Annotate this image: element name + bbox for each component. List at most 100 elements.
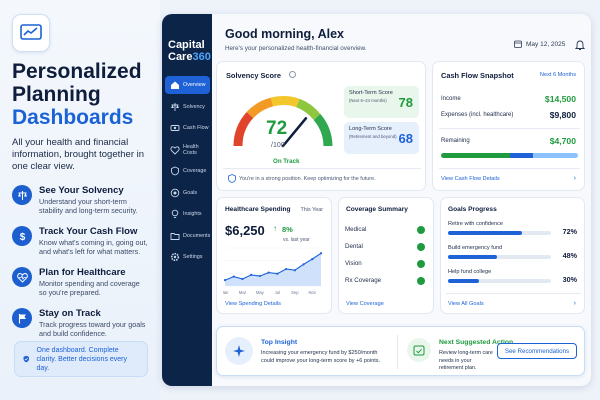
sidebar-item-solvency[interactable]: Solvency bbox=[165, 98, 210, 116]
trend-up-icon: ↑ bbox=[273, 224, 277, 233]
folder-icon bbox=[170, 231, 180, 241]
data-point bbox=[232, 275, 235, 278]
solvency-score-value: 72 bbox=[266, 118, 288, 139]
sidebar-item-goals[interactable]: Goals bbox=[165, 184, 210, 202]
lightbulb-icon bbox=[170, 209, 180, 219]
view-coverage-link[interactable]: View Coverage bbox=[346, 301, 384, 307]
insight-text: Increasing your emergency fund by $250/m… bbox=[261, 350, 381, 364]
solvency-status: On Track bbox=[273, 158, 300, 165]
goal-label: Build emergency fund bbox=[448, 245, 503, 251]
check-icon bbox=[417, 242, 425, 254]
sidebar-item-cash-flow[interactable]: Cash Flow bbox=[165, 119, 210, 137]
income-value: $14,500 bbox=[544, 94, 576, 104]
check-icon bbox=[417, 225, 425, 237]
goal-percent: 30% bbox=[562, 275, 577, 284]
healthcare-title: Healthcare Spending bbox=[225, 206, 291, 213]
area-fill bbox=[225, 253, 321, 286]
sidebar: Capital Care360 Overview Solvency Cash Flo… bbox=[162, 14, 212, 386]
goal-progress-bar bbox=[448, 279, 551, 283]
scale-icon bbox=[170, 102, 180, 112]
feature-item: See Your Solvency Understand your short-t… bbox=[12, 185, 148, 215]
calendar-icon bbox=[514, 40, 522, 48]
cashflow-details-link[interactable]: View Cash Flow Details bbox=[441, 176, 500, 182]
sidebar-item-insights[interactable]: Insights bbox=[165, 205, 210, 223]
sidebar-item-settings[interactable]: Settings bbox=[165, 248, 210, 266]
chevron-right-icon[interactable]: › bbox=[573, 300, 576, 307]
shield-check-icon bbox=[23, 355, 29, 363]
series-line bbox=[224, 252, 322, 281]
solvency-card: Solvency Score 72 /100 On Track Short-Te… bbox=[216, 61, 426, 191]
spending-details-link[interactable]: View Spending Details bbox=[225, 301, 281, 307]
sidebar-item-label: Coverage bbox=[183, 168, 207, 174]
main-content: Good morning, Alex Here's your personali… bbox=[212, 14, 591, 386]
goal-progress-bar bbox=[448, 255, 551, 259]
data-point bbox=[302, 263, 305, 266]
hero-note: One dashboard. Complete clarity. Better … bbox=[14, 341, 148, 377]
short-term-score-box: Short-Term Score (Next 6–24 months) 78 bbox=[344, 86, 419, 118]
goals-card: Goals Progress Retire with confidence 72%… bbox=[440, 197, 585, 314]
data-point bbox=[293, 269, 296, 272]
coverage-item: Rx Coverage bbox=[345, 277, 382, 284]
cashflow-bar bbox=[441, 153, 578, 158]
sidebar-item-documents[interactable]: Documents bbox=[165, 227, 210, 245]
chart-logo-icon bbox=[12, 14, 50, 52]
feature-item: Stay on Track Track progress toward your … bbox=[12, 308, 148, 338]
solvency-score-denominator: /100 bbox=[271, 142, 285, 149]
long-term-score-box: Long-Term Score (Retirement and beyond) … bbox=[344, 122, 419, 154]
hero-title: Personalized Planning Dashboards bbox=[12, 60, 142, 129]
feature-item: $ Track Your Cash Flow Know what's coming … bbox=[12, 226, 148, 256]
expenses-label: Expenses (incl. healthcare) bbox=[441, 112, 514, 118]
x-tick-label: May bbox=[256, 290, 265, 295]
cashflow-title: Cash Flow Snapshot bbox=[441, 71, 514, 80]
cashflow-period[interactable]: Next 6 Months bbox=[539, 72, 576, 78]
chevron-right-icon[interactable]: › bbox=[573, 175, 576, 182]
goal-label: Help fund college bbox=[448, 269, 492, 275]
data-point bbox=[311, 258, 314, 261]
feature-title: Stay on Track bbox=[39, 308, 101, 319]
flag-icon bbox=[12, 308, 32, 328]
feature-title: See Your Solvency bbox=[39, 185, 124, 196]
shield-icon bbox=[170, 166, 180, 176]
action-text: Review long-term care needs in your reti… bbox=[439, 350, 493, 371]
x-tick-label: Mar bbox=[239, 290, 247, 295]
goal-percent: 72% bbox=[562, 227, 577, 236]
sidebar-item-label: Overview bbox=[183, 82, 206, 88]
view-goals-link[interactable]: View All Goals bbox=[448, 301, 484, 307]
sidebar-item-label: Settings bbox=[183, 254, 203, 260]
sidebar-item-health-costs[interactable]: Health Costs bbox=[165, 141, 210, 159]
cash-icon bbox=[170, 123, 180, 133]
sidebar-item-label: Goals bbox=[183, 189, 198, 196]
feature-desc: Monitor spending and coverage so you're … bbox=[39, 279, 140, 297]
action-title: Next Suggested Action bbox=[439, 339, 514, 346]
dollar-icon: $ bbox=[12, 226, 32, 246]
bell-icon[interactable] bbox=[574, 38, 586, 56]
calendar-check-icon bbox=[407, 338, 431, 362]
info-icon[interactable] bbox=[289, 71, 296, 78]
goal-label: Retire with confidence bbox=[448, 221, 504, 227]
gear-icon bbox=[170, 252, 180, 262]
healthcare-card: Healthcare Spending This Year $6,250 ↑ 8… bbox=[216, 197, 332, 314]
x-tick-label: Sep bbox=[291, 290, 299, 295]
sparkle-icon bbox=[225, 337, 253, 365]
feature-item: Plan for Healthcare Monitor spending and … bbox=[12, 267, 148, 297]
coverage-title: Coverage Summary bbox=[346, 206, 408, 213]
data-point bbox=[276, 272, 279, 275]
insight-banner: Top Insight Increasing your emergency fu… bbox=[216, 326, 585, 376]
sidebar-item-overview[interactable]: Overview bbox=[165, 76, 210, 94]
coverage-item: Dental bbox=[345, 243, 363, 250]
hero-lead: All your health and financial informatio… bbox=[12, 137, 145, 172]
healthcare-period: This Year bbox=[300, 207, 323, 213]
x-tick-label: Jan bbox=[223, 290, 229, 295]
hero-panel: Personalized Planning Dashboards All you… bbox=[0, 0, 160, 400]
data-point bbox=[267, 271, 270, 274]
sidebar-item-label: Solvency bbox=[183, 103, 205, 110]
see-recommendations-button[interactable]: See Recommendations bbox=[497, 343, 577, 359]
sidebar-item-coverage[interactable]: Coverage bbox=[165, 162, 210, 180]
heart-pulse-icon bbox=[12, 267, 32, 287]
date-display: May 12, 2025 bbox=[514, 40, 565, 48]
target-icon bbox=[170, 188, 180, 198]
brand-logo: Capital Care360 bbox=[168, 39, 211, 63]
heart-pulse-icon bbox=[170, 145, 180, 155]
data-point bbox=[284, 267, 288, 271]
scale-icon bbox=[12, 185, 32, 205]
